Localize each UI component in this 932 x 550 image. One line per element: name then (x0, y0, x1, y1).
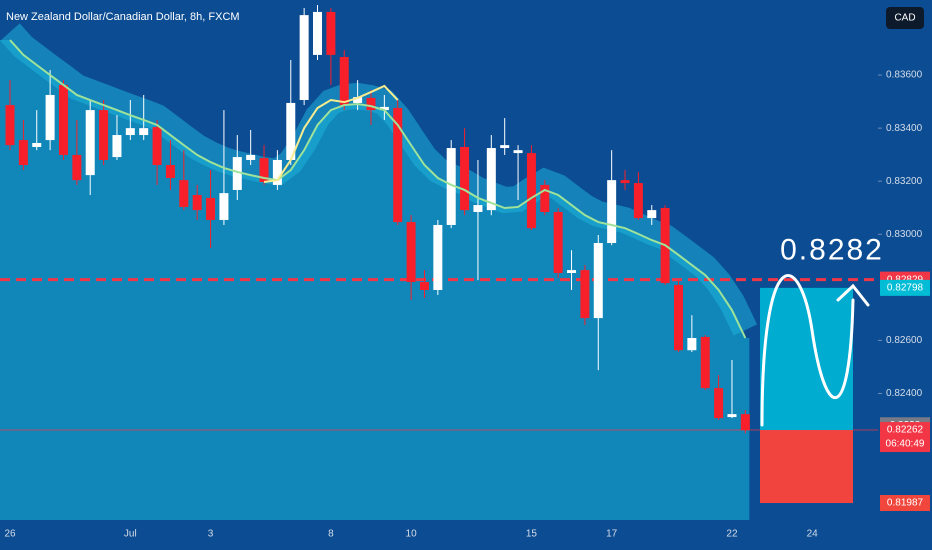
candle-body (580, 270, 590, 319)
price-label: 0.81987 (887, 498, 924, 509)
candle-body (540, 184, 550, 212)
y-tick-label: 0.83000 (886, 229, 923, 240)
candle-body (553, 211, 563, 273)
x-tick-label: 10 (406, 529, 418, 540)
candle-body (486, 148, 496, 211)
candle-body (513, 150, 523, 154)
candle-body (714, 388, 724, 419)
y-tick-label: 0.83200 (886, 176, 923, 187)
price-label-box (880, 422, 930, 453)
candle-body (32, 143, 42, 147)
candle-body (58, 84, 68, 155)
candle-body (219, 193, 229, 220)
candle-body (125, 128, 135, 136)
candle-body (674, 284, 683, 351)
ma-line (9, 39, 747, 339)
candle-body (593, 243, 603, 319)
candle-body (179, 180, 189, 207)
x-tick-label: 3 (208, 529, 214, 540)
candle-body (633, 183, 643, 219)
candle-body (339, 57, 349, 106)
candle-body (259, 158, 269, 182)
candle-body (299, 15, 309, 101)
y-tick-label: 0.82600 (886, 335, 923, 346)
candle-body (165, 165, 175, 179)
candle-body (313, 11, 323, 55)
y-tick-label: 0.83400 (886, 123, 923, 134)
candle-body (379, 106, 389, 111)
candle-body (286, 102, 296, 160)
price-label: 0.82262 (887, 425, 924, 436)
price-label-box (880, 279, 930, 296)
candle-body (112, 135, 122, 158)
candle-body (5, 105, 15, 146)
candle-body (246, 154, 256, 160)
stop-zone (760, 430, 853, 504)
candle-body (139, 128, 149, 136)
candle-body (647, 210, 657, 219)
candle-body (45, 94, 55, 141)
y-tick-label: 0.83600 (886, 70, 923, 81)
y-tick-label: 0.82400 (886, 388, 923, 399)
x-tick-label: 8 (328, 529, 334, 540)
currency-button[interactable] (886, 7, 924, 29)
candle-body (607, 180, 617, 244)
candle-body (152, 127, 162, 166)
candle-body (727, 414, 737, 418)
target-annotation: 0.8282 (780, 234, 884, 267)
candle-body (500, 145, 510, 149)
candle-body (206, 197, 216, 220)
x-tick-label: 15 (526, 529, 538, 540)
x-tick-label: 26 (4, 529, 16, 540)
candle-body (85, 110, 95, 176)
candle-body (700, 336, 710, 389)
ma-line (263, 84, 399, 183)
candle-body (620, 180, 630, 184)
x-tick-label: 24 (807, 529, 819, 540)
x-axis-strip (0, 520, 932, 550)
candle-body (326, 11, 336, 55)
candle-body (393, 107, 403, 223)
candle-body (567, 270, 577, 273)
candle-body (446, 148, 456, 225)
price-label: 0.82798 (887, 282, 924, 293)
candle-body (740, 414, 750, 431)
candle-body (72, 154, 82, 181)
x-tick-label: Jul (124, 529, 137, 540)
candle-body (460, 146, 470, 211)
candle-body (192, 195, 202, 211)
candle-body (687, 338, 697, 351)
candle-body (406, 222, 416, 283)
candle-body (353, 97, 363, 103)
chart-title: New Zealand Dollar/Canadian Dollar, 8h, … (6, 11, 240, 23)
wave-arrow (760, 274, 870, 427)
candle-body (232, 157, 242, 190)
candle-body (366, 97, 376, 111)
price-label: 0.82829 (887, 274, 924, 285)
x-tick-label: 22 (726, 529, 738, 540)
candle-body (526, 153, 536, 229)
ma-band (0, 23, 758, 336)
candle-body (272, 159, 282, 185)
candle-body (18, 140, 28, 166)
x-tick-label: 17 (606, 529, 618, 540)
candle-body (419, 282, 429, 290)
target-zone (760, 287, 853, 431)
candle-body (99, 110, 109, 160)
currency-label[interactable]: CAD (894, 13, 915, 24)
plot-area: 0.83600 0.83400 0.83200 0.83000 0.82600 0.824… (0, 5, 932, 550)
countdown: 06:40:49 (886, 439, 925, 450)
price-label-box (880, 495, 930, 512)
candle-body (473, 205, 483, 212)
candle-body (433, 224, 443, 290)
